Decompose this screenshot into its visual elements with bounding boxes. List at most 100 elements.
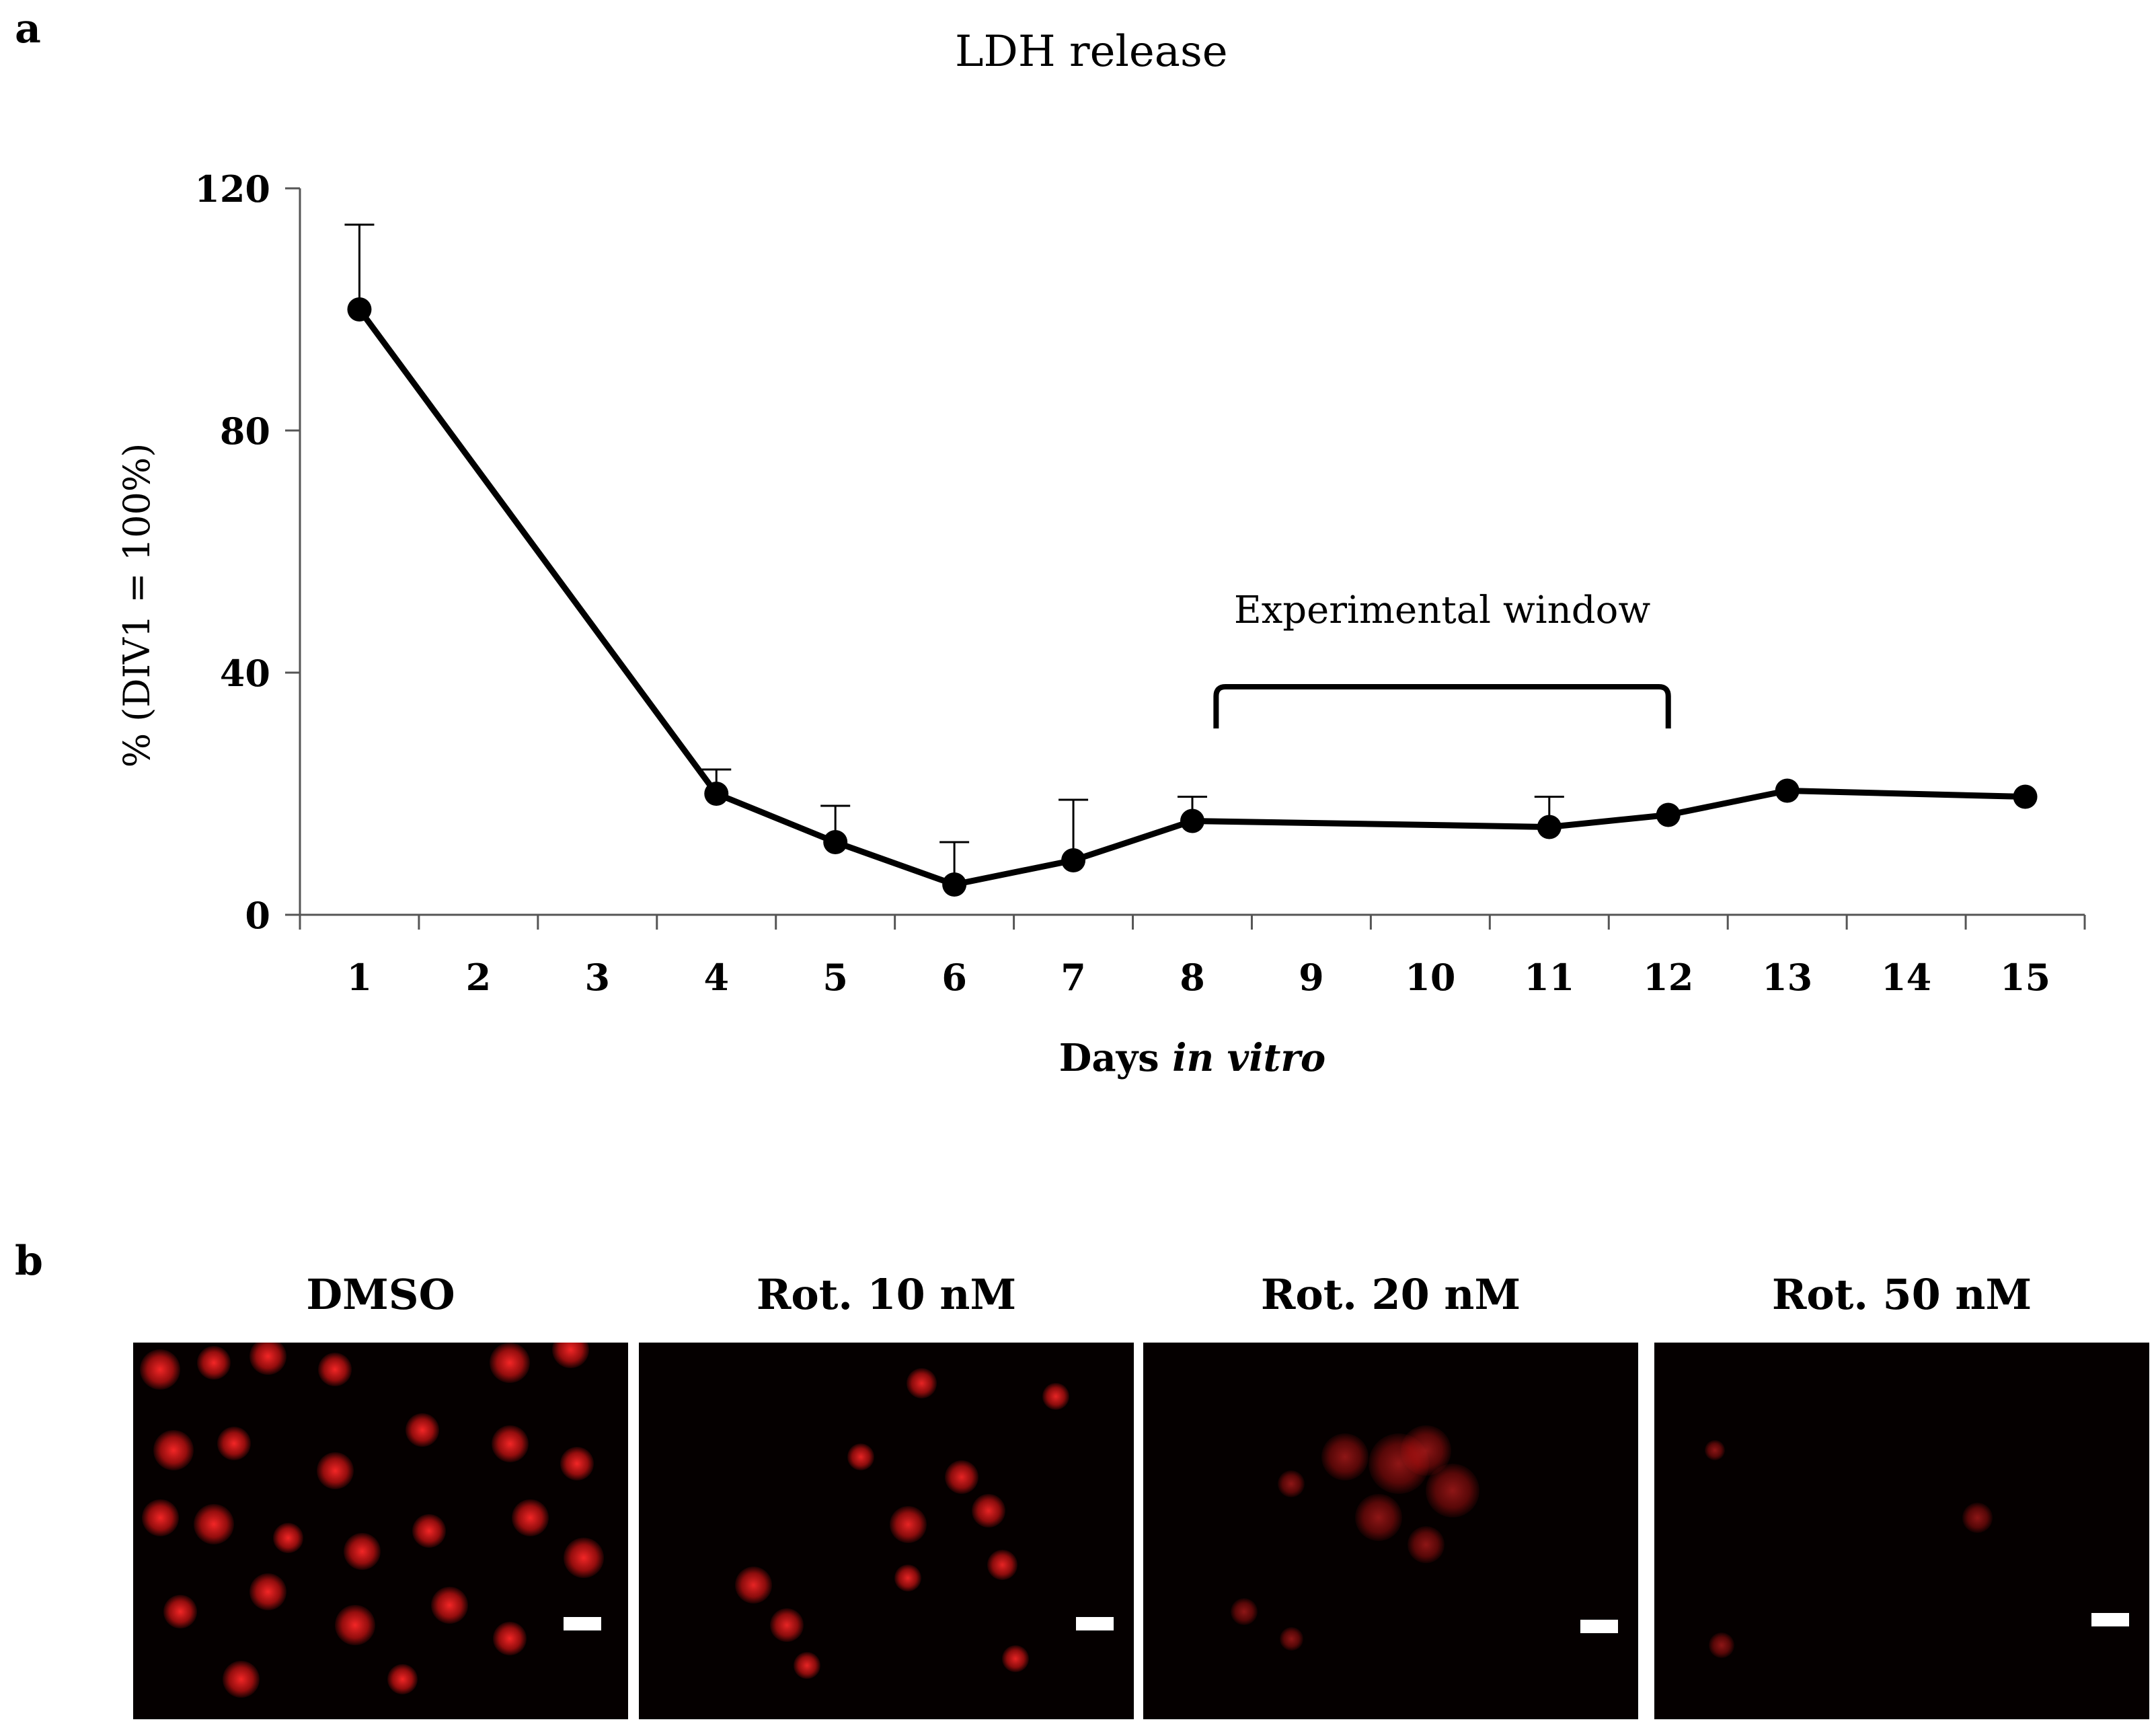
chart-title: LDH release: [955, 27, 1228, 77]
y-tick-label: 120: [194, 167, 270, 211]
fluorescent-cell: [490, 1343, 530, 1383]
fluorescent-cell: [412, 1514, 446, 1548]
fluorescent-cell: [770, 1608, 804, 1642]
x-tick-label: 8: [1180, 956, 1205, 999]
fluorescent-cell: [318, 1353, 352, 1386]
micrograph-label-dmso: DMSO: [306, 1270, 455, 1319]
x-tick-label: 12: [1643, 956, 1693, 999]
fluorescent-cell: [1279, 1626, 1303, 1651]
fluorescent-cell: [194, 1504, 234, 1544]
x-tick-label: 4: [703, 956, 729, 999]
y-axis-label: % (DIV1 = 100%): [116, 443, 158, 768]
fluorescent-cell: [1278, 1470, 1305, 1497]
micrograph-label-rot-10: Rot. 10 nM: [756, 1270, 1017, 1319]
axes: [285, 187, 2086, 930]
fluorescent-cell: [1042, 1383, 1069, 1410]
fluorescent-cell: [140, 1349, 180, 1390]
fluorescent-cell: [1002, 1645, 1029, 1672]
x-tick-label: 5: [822, 956, 848, 999]
fluorescent-cell: [551, 1343, 589, 1368]
fluorescent-cell: [272, 1522, 303, 1553]
micrograph-label-rot-50: Rot. 50 nM: [1771, 1270, 2032, 1319]
scale-bar: [1580, 1620, 1618, 1633]
fluorescent-cell: [222, 1660, 260, 1698]
experimental-window-bracket: [1213, 684, 1671, 728]
scale-bar: [1076, 1617, 1114, 1630]
fluorescent-cell: [491, 1425, 529, 1462]
x-tick-label: 15: [2000, 956, 2050, 999]
micrograph-rot-50: [1654, 1343, 2149, 1719]
fluorescent-cell: [847, 1443, 874, 1470]
data-point: [823, 830, 848, 854]
fluorescent-cell: [249, 1573, 286, 1610]
fluorescent-cell: [1321, 1433, 1369, 1480]
micrograph-label-rot-20: Rot. 20 nM: [1260, 1270, 1521, 1319]
fluorescent-cell: [894, 1565, 921, 1591]
fluorescent-cell: [197, 1346, 231, 1380]
fluorescent-cell: [794, 1652, 820, 1679]
micrograph-dmso: [133, 1343, 628, 1719]
fluorescent-cell: [493, 1622, 527, 1655]
x-tick-label: 1: [347, 956, 373, 999]
fluorescent-cell: [987, 1549, 1017, 1580]
data-point: [1180, 809, 1204, 833]
fluorescent-cell: [335, 1605, 375, 1645]
panel-b-letter: b: [15, 1238, 43, 1285]
data-point: [1061, 848, 1086, 872]
fluorescent-cell: [316, 1452, 354, 1489]
x-tick-label: 2: [466, 956, 492, 999]
x-tick-label: 6: [941, 956, 967, 999]
fluorescent-cell: [972, 1494, 1005, 1528]
fluorescent-cell: [1231, 1598, 1258, 1625]
series-line: [356, 307, 2026, 888]
data-point: [1656, 802, 1681, 827]
fluorescent-cell: [217, 1427, 251, 1460]
scale-bar: [564, 1617, 601, 1630]
experimental-window-label: Experimental window: [1234, 589, 1651, 632]
fluorescent-cell: [511, 1499, 549, 1536]
data-point: [704, 782, 729, 806]
fluorescent-cell: [1426, 1464, 1479, 1517]
scale-bar: [2091, 1613, 2129, 1626]
data-point: [942, 872, 967, 897]
data-point: [347, 297, 372, 322]
x-tick-label: 14: [1881, 956, 1931, 999]
x-axis-label: Days in vitro: [1059, 1036, 1325, 1080]
error-bars: [344, 223, 1564, 885]
fluorescent-cell: [945, 1460, 978, 1494]
panel-a-letter: a: [15, 5, 41, 52]
data-point: [2013, 784, 2038, 809]
micrograph-rot-20: [1143, 1343, 1638, 1719]
micrograph-rot-10: [639, 1343, 1134, 1719]
fluorescent-cell: [906, 1367, 937, 1398]
fluorescent-cell: [163, 1595, 197, 1628]
fluorescent-cell: [343, 1532, 381, 1570]
x-tick-label: 7: [1061, 956, 1086, 999]
x-tick-label: 11: [1524, 956, 1574, 999]
series: [347, 297, 2038, 897]
fluorescent-cell: [734, 1566, 772, 1604]
fluorescent-cell: [1355, 1494, 1402, 1541]
x-tick-label: 3: [585, 956, 611, 999]
data-point: [1537, 815, 1562, 839]
fluorescent-cell: [141, 1499, 179, 1536]
y-tick-label: 40: [220, 652, 270, 695]
fluorescent-cell: [560, 1447, 594, 1480]
fluorescent-cell: [889, 1505, 927, 1543]
y-tick-label: 80: [220, 410, 270, 453]
annotation: Experimental window: [1213, 589, 1671, 728]
fluorescent-cell: [406, 1413, 439, 1447]
fluorescent-cell: [1407, 1526, 1445, 1563]
x-tick-label: 9: [1299, 956, 1324, 999]
data-point: [1775, 778, 1800, 803]
x-tick-label: 10: [1405, 956, 1455, 999]
fluorescent-cell: [249, 1343, 286, 1375]
fluorescent-cell: [430, 1586, 468, 1624]
fluorescent-cell: [564, 1538, 604, 1578]
fluorescent-cell: [1962, 1502, 1993, 1533]
fluorescent-cell: [153, 1430, 194, 1470]
x-tick-label: 13: [1762, 956, 1812, 999]
